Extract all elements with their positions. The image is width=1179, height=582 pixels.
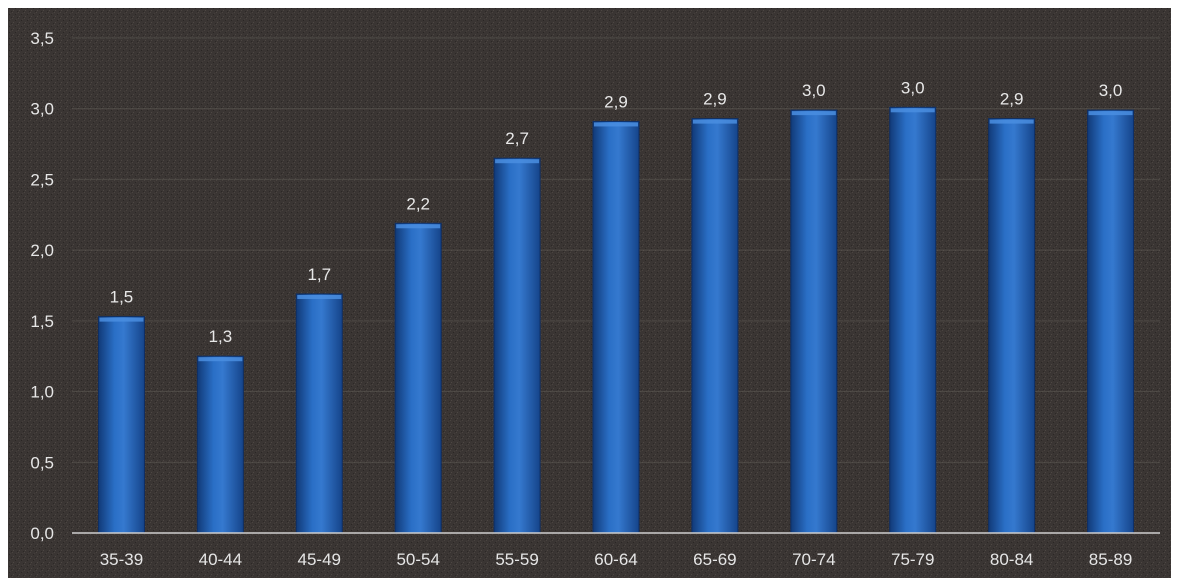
data-label: 1,3 [209, 327, 233, 346]
x-tick-label: 70-74 [792, 550, 835, 569]
data-label: 2,9 [604, 92, 628, 111]
x-tick-label: 40-44 [199, 550, 242, 569]
bar-top-highlight [791, 111, 836, 116]
bar-top-highlight [692, 119, 737, 124]
x-tick-label: 85-89 [1089, 550, 1132, 569]
bar-top-highlight [396, 224, 441, 229]
x-tick-label: 80-84 [990, 550, 1033, 569]
data-labels: 1,5 1,3 1,7 2,2 2,7 2,9 2,9 3,0 3,0 2,9 3,0 [110, 78, 1123, 346]
bar-top-highlight [99, 317, 144, 322]
bar-top-highlight [594, 122, 638, 127]
bar [493, 157, 541, 534]
bar [691, 118, 739, 534]
y-tick-label: 3,5 [30, 29, 54, 48]
bar [988, 118, 1036, 534]
data-label: 2,9 [1000, 90, 1024, 109]
x-tick-label: 65-69 [693, 550, 736, 569]
bar [790, 109, 838, 534]
bars [97, 106, 1135, 534]
x-tick-label: 60-64 [594, 550, 637, 569]
data-label: 3,0 [1099, 81, 1123, 100]
x-tick-label: 75-79 [891, 550, 934, 569]
bar-top-highlight [1088, 111, 1133, 116]
data-label: 1,7 [307, 265, 331, 284]
bar [889, 106, 937, 534]
bar-top-highlight [890, 108, 935, 113]
data-label: 3,0 [901, 78, 925, 97]
bar [97, 316, 145, 534]
x-axis-ticks: 35-39 40-44 45-49 50-54 55-59 60-64 65-69 70-74… [100, 550, 1133, 569]
bar-top-highlight [297, 294, 342, 299]
bar-top-highlight [989, 119, 1034, 124]
bar [592, 120, 640, 534]
y-tick-label: 0,5 [30, 453, 54, 472]
y-tick-label: 0,0 [30, 524, 54, 543]
x-tick-label: 50-54 [396, 550, 439, 569]
data-label: 2,9 [703, 90, 727, 109]
data-label: 2,2 [406, 194, 430, 213]
bar [1087, 109, 1135, 534]
y-tick-label: 1,0 [30, 383, 54, 402]
data-label: 2,7 [505, 129, 529, 148]
y-tick-label: 1,5 [30, 312, 54, 331]
x-tick-label: 35-39 [100, 550, 143, 569]
y-tick-label: 3,0 [30, 100, 54, 119]
x-tick-label: 55-59 [495, 550, 538, 569]
bar [295, 293, 343, 534]
data-label: 3,0 [802, 81, 826, 100]
y-tick-label: 2,0 [30, 241, 54, 260]
bar [394, 222, 442, 534]
y-tick-label: 2,5 [30, 170, 54, 189]
data-label: 1,5 [110, 288, 134, 307]
x-tick-label: 45-49 [298, 550, 341, 569]
y-axis-ticks: 0,0 0,5 1,0 1,5 2,0 2,5 3,0 3,5 [30, 29, 54, 543]
bar-top-highlight [495, 159, 540, 164]
bar [196, 355, 244, 534]
bar-top-highlight [198, 357, 243, 362]
